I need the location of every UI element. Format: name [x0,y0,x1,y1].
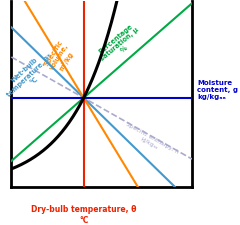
Text: Dry-bulb temperature, θ
°C: Dry-bulb temperature, θ °C [31,205,136,225]
Text: Moisture
content, g
kg/kgₐₐ: Moisture content, g kg/kgₐₐ [198,80,239,100]
Text: Specific
volume,
m³/kg: Specific volume, m³/kg [43,39,77,75]
Text: Specific enthalpy, h
kJ/kgₐₐ: Specific enthalpy, h kJ/kgₐₐ [122,122,179,160]
Text: Wet-bulb
temperature, θ*
°C: Wet-bulb temperature, θ* °C [1,48,58,103]
Text: Percentage
saturation, μ
%: Percentage saturation, μ % [95,21,144,67]
